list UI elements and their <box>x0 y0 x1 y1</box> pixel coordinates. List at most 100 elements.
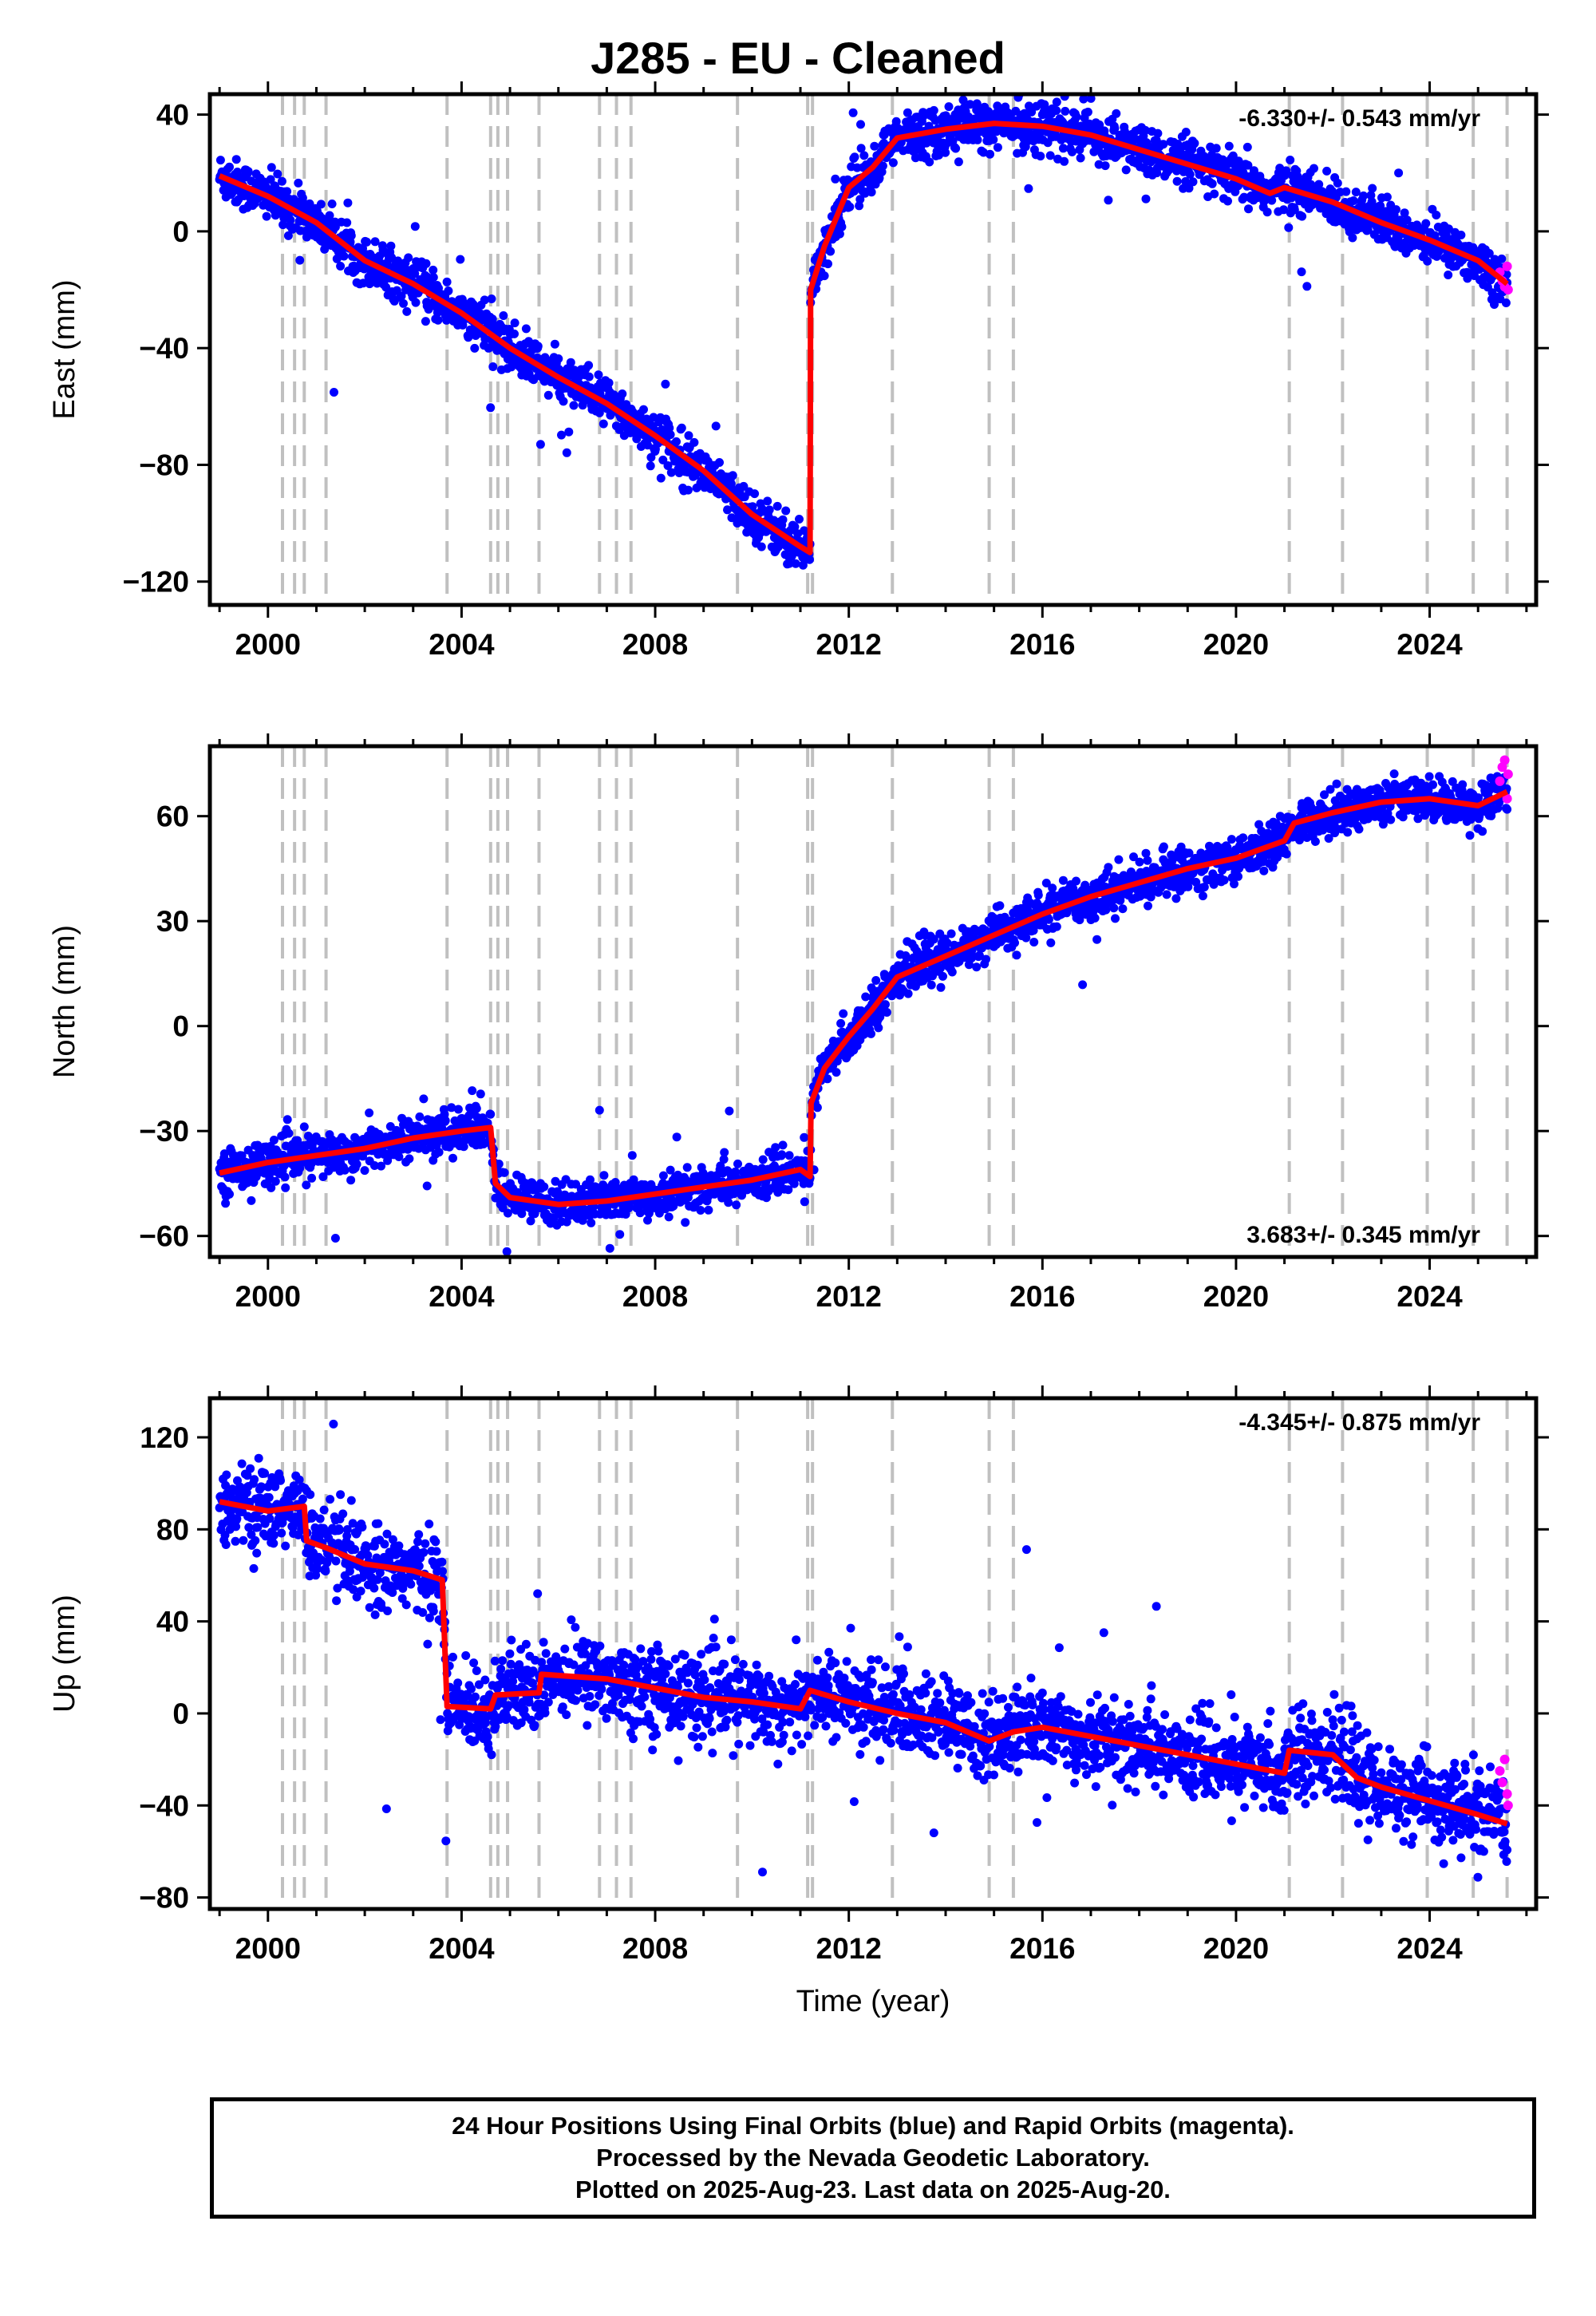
data-point <box>1046 938 1056 947</box>
data-point <box>305 199 314 208</box>
data-point <box>271 1176 280 1186</box>
data-point <box>684 431 693 441</box>
data-point <box>327 200 337 208</box>
data-point <box>598 419 608 429</box>
data-point <box>715 458 724 467</box>
data-point <box>1135 857 1144 867</box>
data-point <box>946 929 956 939</box>
data-point <box>1086 94 1096 103</box>
data-point <box>772 501 782 511</box>
data-point <box>434 1148 444 1157</box>
y-tick-label: −120 <box>123 566 189 599</box>
data-point <box>282 187 292 196</box>
y-tick-label: −80 <box>139 449 189 481</box>
x-tick-label: 2020 <box>1203 628 1269 661</box>
data-point <box>269 1136 279 1144</box>
data-point <box>635 1201 645 1211</box>
data-point <box>1104 196 1113 205</box>
data-point <box>1456 231 1466 239</box>
data-point <box>1044 915 1053 924</box>
data-point <box>330 1234 340 1243</box>
data-point <box>1286 156 1295 164</box>
data-point <box>1118 904 1128 914</box>
data-point <box>704 1205 713 1215</box>
data-point <box>666 1165 675 1175</box>
data-point <box>1012 951 1021 960</box>
data-point <box>1141 194 1151 204</box>
data-point <box>267 163 276 172</box>
data-point <box>605 1243 614 1253</box>
data-point <box>1052 922 1061 931</box>
data-point <box>306 1159 316 1168</box>
data-point <box>1058 144 1068 153</box>
data-point <box>733 1159 742 1168</box>
x-tick-label: 2004 <box>429 628 495 661</box>
data-point <box>405 1154 414 1164</box>
data-point <box>1045 151 1055 160</box>
data-point <box>936 982 946 992</box>
data-point <box>221 1199 231 1208</box>
data-point <box>947 967 957 977</box>
data-point <box>1052 106 1061 115</box>
data-point <box>1302 282 1312 291</box>
data-point <box>1048 883 1057 893</box>
data-point <box>433 315 443 325</box>
data-point <box>299 1122 309 1132</box>
data-point <box>711 421 721 431</box>
data-point <box>1211 144 1221 153</box>
data-point <box>464 333 473 342</box>
data-point <box>918 111 928 121</box>
data-point <box>1010 938 1019 947</box>
data-point <box>1444 271 1453 279</box>
data-point <box>1198 891 1207 901</box>
data-point <box>262 211 271 221</box>
data-point <box>399 298 408 308</box>
data-point <box>402 306 412 316</box>
data-point <box>397 291 406 301</box>
data-point <box>486 1109 496 1119</box>
data-point <box>442 277 452 287</box>
data-point <box>812 1103 822 1113</box>
data-point <box>1140 125 1150 135</box>
data-point <box>1290 205 1299 215</box>
data-point <box>340 1165 350 1175</box>
data-point <box>1394 168 1404 178</box>
data-point <box>1219 875 1229 885</box>
data-point <box>629 1175 638 1184</box>
data-point <box>557 430 566 440</box>
data-point <box>929 935 938 944</box>
data-point <box>294 178 303 188</box>
data-point <box>486 403 496 413</box>
data-point <box>1060 156 1069 166</box>
data-point <box>805 555 814 564</box>
data-point <box>850 152 859 162</box>
data-point <box>500 1168 509 1177</box>
data-point <box>870 141 879 151</box>
data-point <box>1400 208 1409 218</box>
data-point <box>1298 211 1307 221</box>
data-point <box>1069 884 1078 893</box>
data-point <box>723 505 732 515</box>
data-point <box>824 259 832 269</box>
data-point <box>941 148 950 157</box>
data-point <box>1209 879 1219 889</box>
data-point <box>1095 120 1104 129</box>
data-point <box>295 255 305 265</box>
data-point <box>521 324 531 334</box>
data-point <box>410 222 420 231</box>
data-point <box>867 1029 875 1038</box>
data-point <box>800 1132 809 1142</box>
data-point <box>1207 179 1217 188</box>
data-point <box>231 155 241 164</box>
data-point <box>855 195 865 204</box>
data-point <box>835 229 844 239</box>
data-point <box>586 1175 595 1184</box>
data-point <box>325 211 334 220</box>
data-point <box>404 253 413 263</box>
data-point <box>784 1151 794 1160</box>
data-point <box>986 149 994 159</box>
data-point <box>845 202 855 211</box>
data-point <box>778 515 788 524</box>
data-point <box>1100 161 1110 171</box>
data-point <box>856 144 866 153</box>
